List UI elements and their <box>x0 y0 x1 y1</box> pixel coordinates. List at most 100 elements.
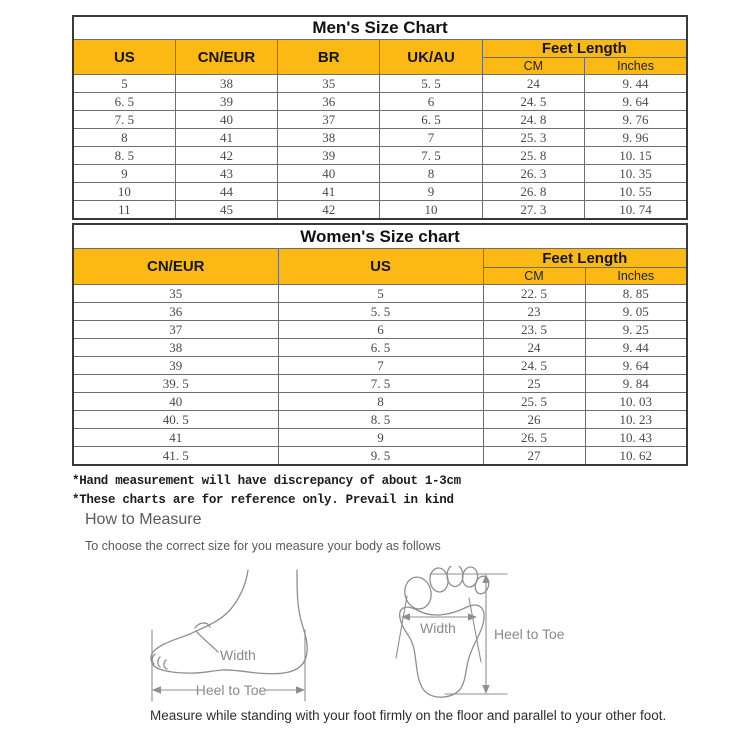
table-cell: 9. 64 <box>584 92 688 111</box>
table-cell: 8. 5 <box>277 410 484 429</box>
table-cell: 41 <box>277 182 381 201</box>
table-row: 40 8 25. 5 10. 03 <box>72 392 688 411</box>
table-cell: 40. 5 <box>72 410 279 429</box>
measure-caption: Measure while standing with your foot fi… <box>150 708 667 723</box>
table-cell: 45 <box>174 200 279 220</box>
table-row: 7. 5 40 37 6. 5 24. 8 9. 76 <box>72 110 688 129</box>
col-header-inches: Inches <box>584 57 688 75</box>
col-header-br: BR <box>277 39 381 75</box>
table-cell: 37 <box>277 110 381 129</box>
table-cell: 5. 5 <box>277 302 484 321</box>
table-cell: 9. 25 <box>584 320 688 339</box>
table-cell: 7 <box>277 356 484 375</box>
table-cell: 5. 5 <box>379 74 483 93</box>
table-cell: 9. 44 <box>584 338 688 357</box>
col-header-cn-eur: CN/EUR <box>174 39 279 75</box>
table-row: US CN/EUR BR UK/AU Feet Length <box>72 39 688 75</box>
table-row: 36 5. 5 23 9. 05 <box>72 302 688 321</box>
table-row: 40. 5 8. 5 26 10. 23 <box>72 410 688 429</box>
table-row: 39. 5 7. 5 25 9. 84 <box>72 374 688 393</box>
table-cell: 25 <box>482 374 586 393</box>
table-cell: 24. 8 <box>481 110 586 129</box>
table-cell: 9. 76 <box>584 110 688 129</box>
mens-table-title: Men's Size Chart <box>72 15 688 40</box>
table-row: 39 7 24. 5 9. 64 <box>72 356 688 375</box>
table-cell: 26. 5 <box>482 428 586 447</box>
table-row: 8 41 38 7 25. 3 9. 96 <box>72 128 688 147</box>
table-cell: 10. 35 <box>584 164 688 183</box>
width-label: Width <box>220 647 256 663</box>
table-cell: 39 <box>72 356 279 375</box>
table-row: 41 9 26. 5 10. 43 <box>72 428 688 447</box>
heel-to-toe-dimension <box>151 629 306 702</box>
table-cell: 35 <box>72 284 279 303</box>
table-cell: 39 <box>277 146 381 165</box>
table-cell: 9 <box>277 428 484 447</box>
table-cell: 25. 8 <box>481 146 586 165</box>
table-cell: 43 <box>174 164 279 183</box>
table-cell: 40 <box>72 392 279 411</box>
table-cell: 24. 5 <box>481 92 586 111</box>
table-row: 8. 5 42 39 7. 5 25. 8 10. 15 <box>72 146 688 165</box>
table-cell: 6. 5 <box>379 110 483 129</box>
table-cell: 10. 23 <box>584 410 688 429</box>
table-cell: 39 <box>174 92 279 111</box>
table-cell: 39. 5 <box>72 374 279 393</box>
table-cell: 27 <box>482 446 586 466</box>
width-label: Width <box>420 620 456 636</box>
table-cell: 26. 8 <box>481 182 586 201</box>
col-header-us: US <box>72 39 176 75</box>
table-row: 41. 5 9. 5 27 10. 62 <box>72 446 688 466</box>
table-cell: 6. 5 <box>72 92 176 111</box>
table-cell: 7. 5 <box>379 146 483 165</box>
table-cell: 9. 64 <box>584 356 688 375</box>
table-cell: 9. 05 <box>584 302 688 321</box>
table-cell: 10 <box>72 182 176 201</box>
table-row: 11 45 42 10 27. 3 10. 74 <box>72 200 688 220</box>
foot-sole-view-diagram: Width Heel to Toe <box>395 566 565 698</box>
table-cell: 40 <box>174 110 279 129</box>
table-cell: 36 <box>277 92 381 111</box>
table-cell: 24. 5 <box>482 356 586 375</box>
col-header-cm: CM <box>481 57 586 75</box>
table-cell: 10. 43 <box>584 428 688 447</box>
table-cell: 40 <box>277 164 381 183</box>
table-cell: 9. 84 <box>584 374 688 393</box>
table-row: 38 6. 5 24 9. 44 <box>72 338 688 357</box>
foot-side-view-diagram: Width Heel to Toe <box>150 569 308 702</box>
heel-to-toe-label: Heel to Toe <box>494 626 565 642</box>
table-row: 10 44 41 9 26. 8 10. 55 <box>72 182 688 201</box>
table-cell: 24 <box>481 74 586 93</box>
table-cell: 7 <box>379 128 483 147</box>
table-cell: 9. 44 <box>584 74 688 93</box>
table-cell: 23. 5 <box>482 320 586 339</box>
table-cell: 26 <box>482 410 586 429</box>
table-cell: 37 <box>72 320 279 339</box>
table-cell: 6 <box>379 92 483 111</box>
footnotes: *Hand measurement will have discrepancy … <box>72 472 461 509</box>
table-cell: 42 <box>174 146 279 165</box>
table-cell: 8 <box>379 164 483 183</box>
table-cell: 26. 3 <box>481 164 586 183</box>
table-row: CN/EUR US Feet Length <box>72 248 688 285</box>
table-cell: 10. 03 <box>584 392 688 411</box>
table-cell: 8. 5 <box>72 146 176 165</box>
width-dimension <box>395 595 482 663</box>
how-to-measure-heading: How to Measure <box>85 511 202 528</box>
table-cell: 36 <box>72 302 279 321</box>
col-header-cn-eur: CN/EUR <box>72 248 279 285</box>
footnote-line: *Hand measurement will have discrepancy … <box>72 474 461 488</box>
table-cell: 11 <box>72 200 176 220</box>
col-header-uk-au: UK/AU <box>379 39 483 75</box>
col-header-cm: CM <box>482 267 586 285</box>
table-cell: 7. 5 <box>277 374 484 393</box>
table-cell: 41 <box>174 128 279 147</box>
table-cell: 41 <box>72 428 279 447</box>
table-cell: 10. 15 <box>584 146 688 165</box>
col-header-feet-length: Feet Length <box>481 39 688 58</box>
table-cell: 38 <box>277 128 381 147</box>
table-cell: 42 <box>277 200 381 220</box>
table-row: CM Inches <box>73 57 688 75</box>
table-cell: 10. 62 <box>584 446 688 466</box>
